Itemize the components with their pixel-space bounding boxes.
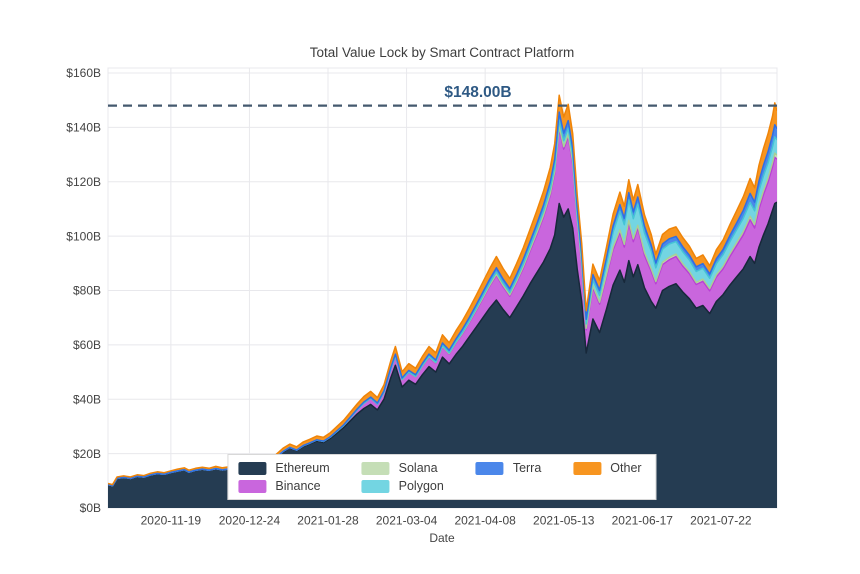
legend-label: Solana [398,461,438,475]
x-tick-label: 2021-01-28 [297,514,359,528]
y-tick-label: $20B [73,447,101,461]
legend-item-binance[interactable]: Binance [238,479,329,493]
x-tick-label: 2021-03-04 [376,514,438,528]
x-axis-title: Date [429,531,455,545]
tick-labels: $0B $20B $40B $60B $80B $100B $120B $140B $160B 2… [66,66,752,527]
legend-item-ethereum[interactable]: Ethereum [238,461,330,475]
legend-item-other[interactable]: Other [573,461,642,475]
y-tick-label: $140B [66,121,101,135]
legend-item-polygon[interactable]: Polygon [361,479,444,493]
legend-swatch-icon [573,461,602,475]
area-series-group [108,94,777,508]
chart-legend: Ethereum Binance Solana Polygon Terra Other [227,454,657,500]
legend-item-terra[interactable]: Terra [475,461,542,475]
y-tick-label: $40B [73,392,101,406]
legend-label: Ethereum [275,461,330,475]
legend-swatch-icon [238,461,267,475]
chart-title: Total Value Lock by Smart Contract Platf… [309,45,575,60]
y-tick-label: $60B [73,338,101,352]
x-tick-label: 2021-06-17 [612,514,674,528]
y-tick-label: $80B [73,284,101,298]
x-tick-label: 2020-11-19 [141,514,202,528]
x-tick-label: 2021-05-13 [533,514,595,528]
x-tick-label: 2021-07-22 [690,514,752,528]
legend-swatch-icon [361,479,390,493]
area-line-terra [108,111,777,487]
x-tick-label: 2021-04-08 [454,514,516,528]
area-line-other [108,94,777,486]
legend-label: Other [610,461,642,475]
y-tick-label: $0B [80,501,101,515]
x-tick-label: 2020-12-24 [219,514,281,528]
y-tick-label: $160B [66,66,101,80]
area-series-ethereum [108,202,777,508]
legend-label: Terra [512,461,542,475]
legend-swatch-icon [238,479,267,493]
legend-swatch-icon [475,461,504,475]
reference-line-annotation: $148.00B [444,84,512,101]
y-tick-label: $120B [66,175,101,189]
legend-item-solana[interactable]: Solana [361,461,444,475]
legend-swatch-icon [361,461,390,475]
legend-label: Binance [275,479,321,493]
legend-label: Polygon [398,479,444,493]
y-tick-label: $100B [66,229,101,243]
